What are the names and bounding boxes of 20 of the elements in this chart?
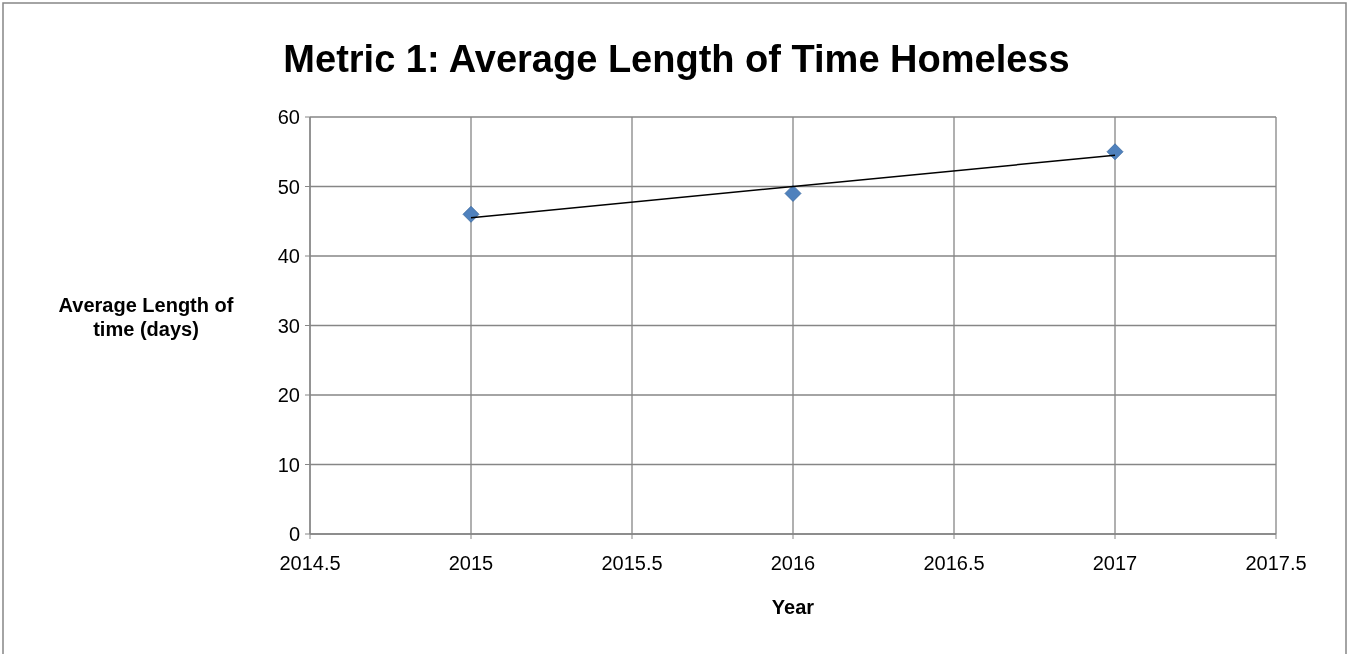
x-tick-label: 2016 — [770, 552, 816, 574]
chart-title: Metric 1: Average Length of Time Homeless — [283, 38, 1070, 80]
x-tick-label: 2014.5 — [279, 552, 341, 574]
y-tick-label: 50 — [277, 175, 300, 198]
point — [1106, 143, 1124, 161]
y-tick-label: 60 — [277, 106, 300, 128]
x-tick-label: 2016.5 — [923, 552, 985, 574]
x-axis-title: Year — [771, 596, 815, 618]
x-tick-label: 2015.5 — [601, 552, 663, 574]
x-tick-label: 2017.5 — [1245, 552, 1307, 574]
y-tick-label: 40 — [277, 245, 300, 267]
y-tick-label: 0 — [288, 523, 300, 545]
point — [462, 205, 480, 223]
y-tick-label: 20 — [277, 384, 300, 406]
y-axis-title: Average Length of time (days) — [58, 294, 234, 340]
point — [784, 185, 802, 202]
x-tick-label: 2015 — [448, 552, 494, 574]
x-tick-label: 2017 — [1092, 552, 1138, 574]
y-tick-label: 10 — [277, 453, 300, 476]
y-tick-label: 30 — [277, 314, 300, 337]
